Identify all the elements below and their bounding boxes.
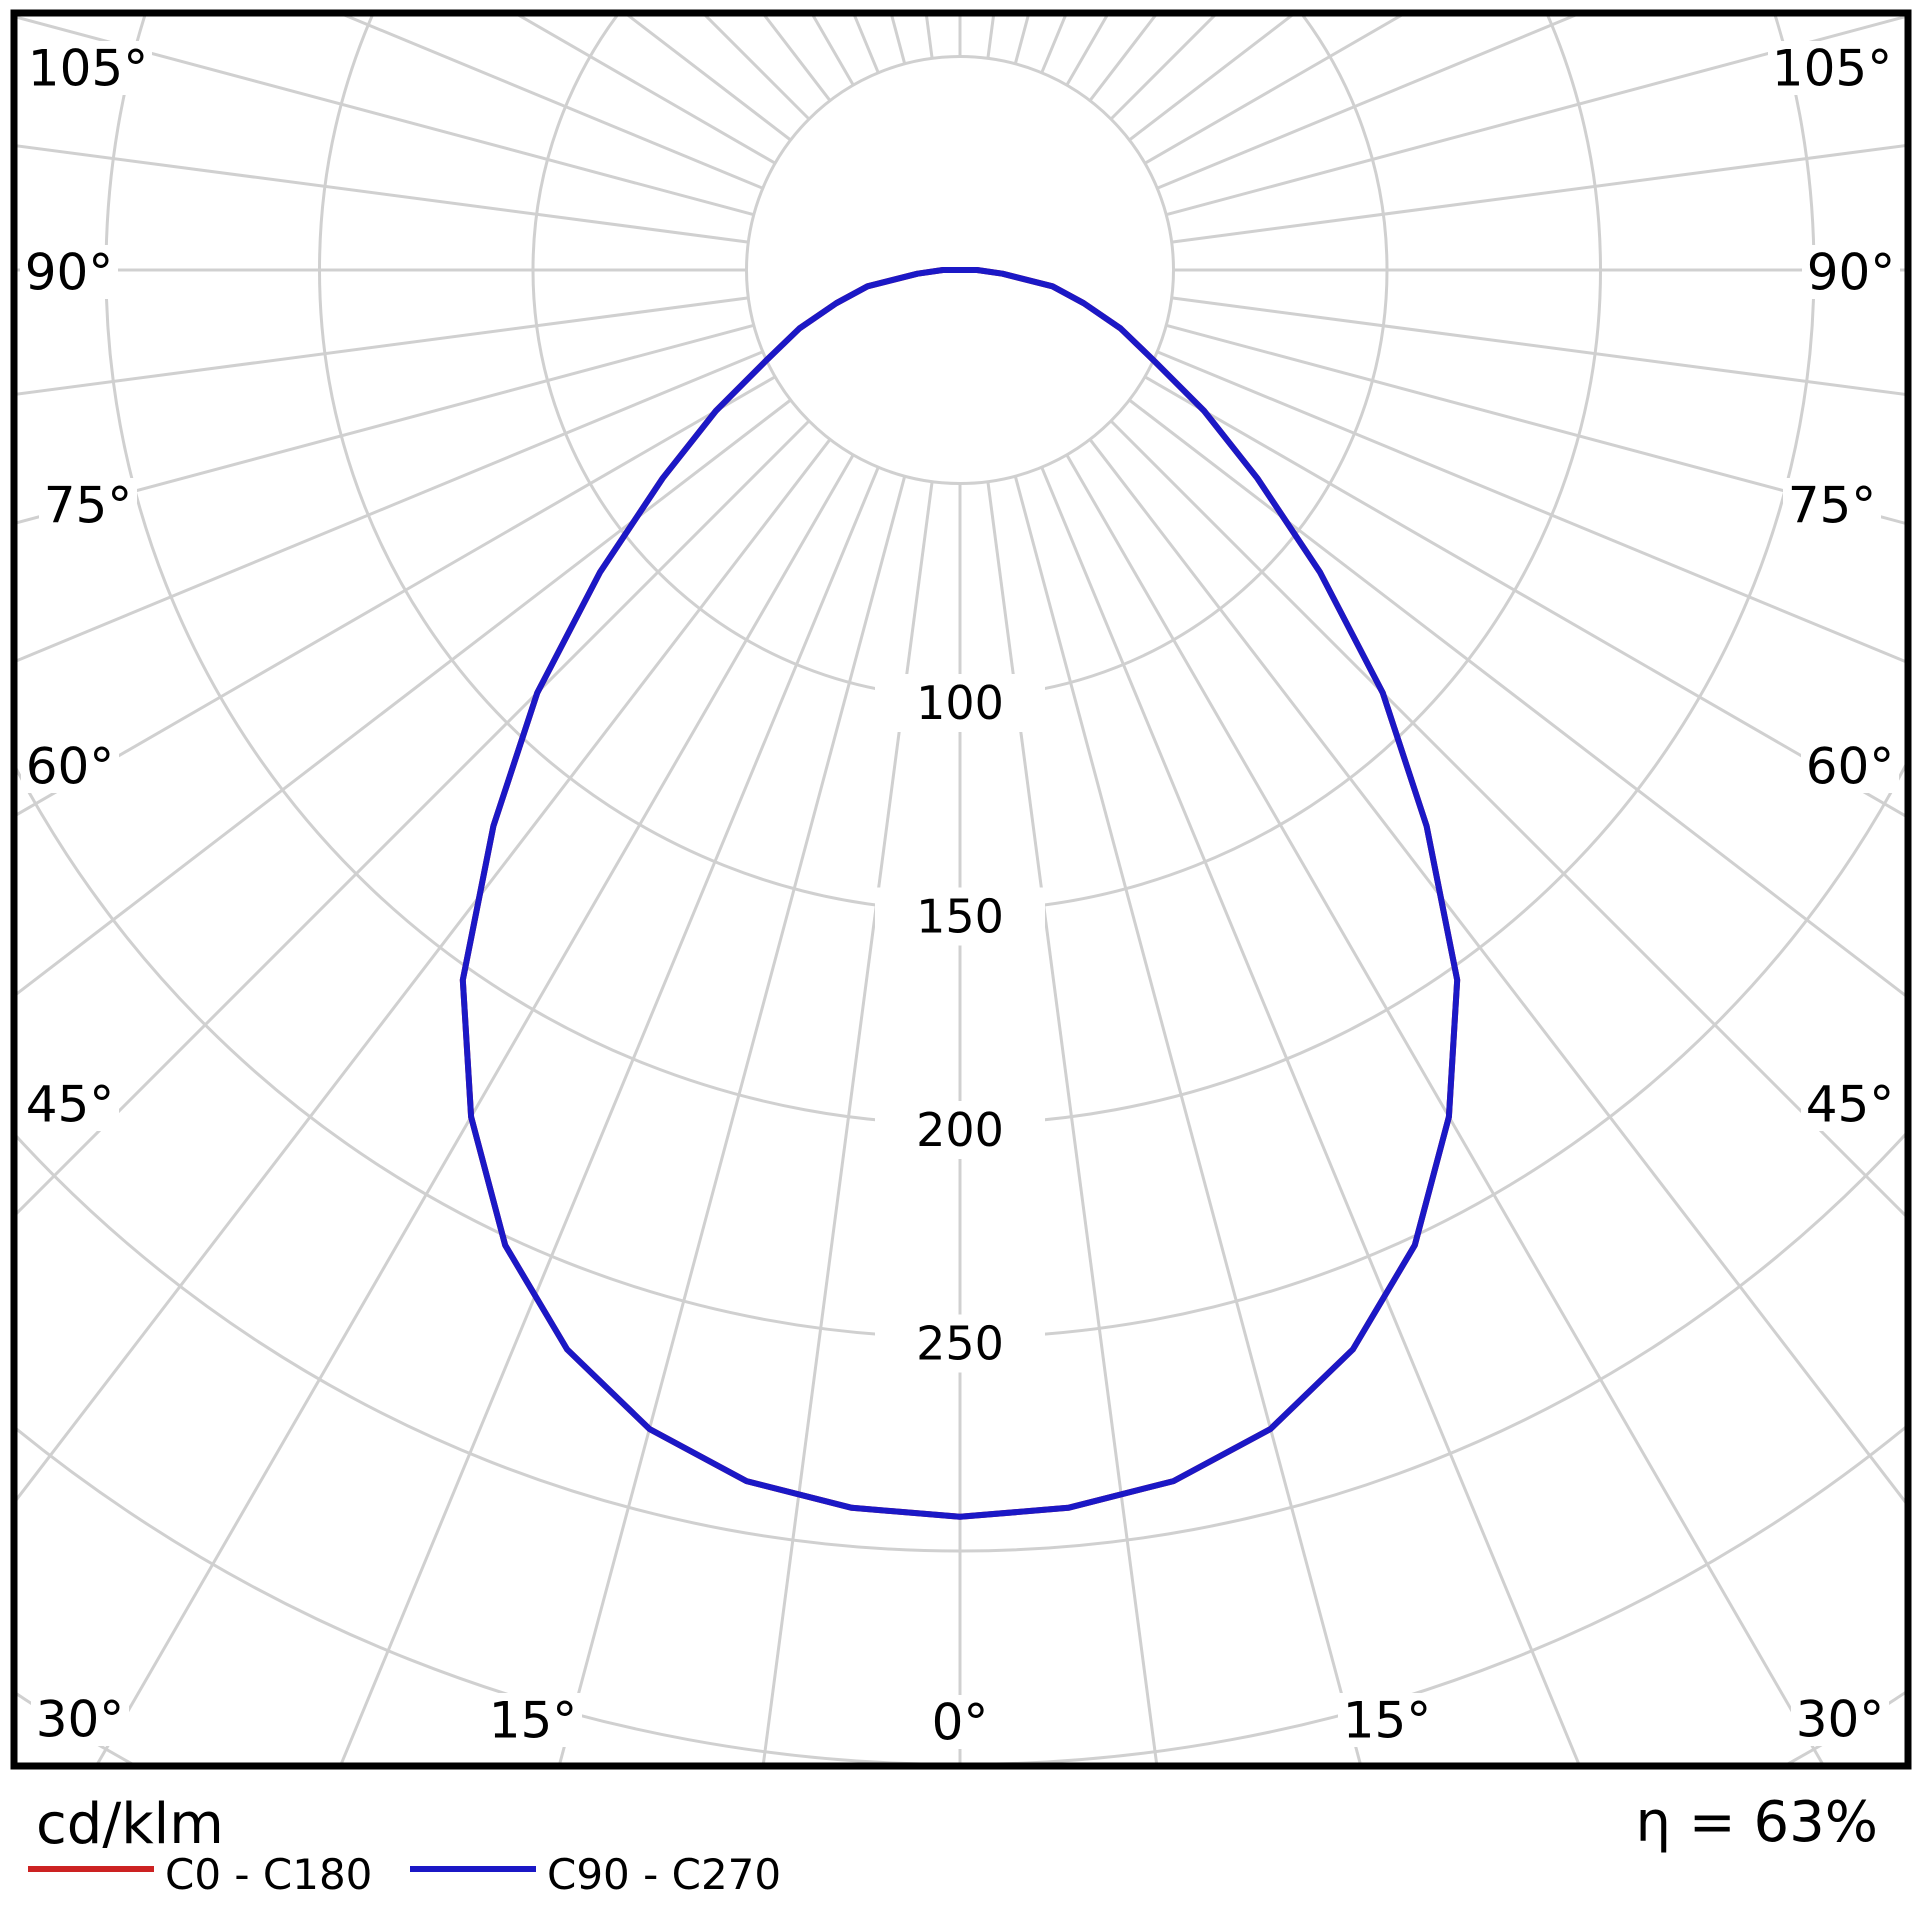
angle-label-left-bg bbox=[31, 1692, 129, 1746]
radial-label-bg bbox=[875, 674, 1045, 732]
grid-spoke bbox=[986, 481, 1159, 1763]
angle-label-right-bg bbox=[1801, 739, 1899, 793]
grid-spoke bbox=[17, 438, 832, 1502]
grid-spoke bbox=[342, 16, 764, 190]
unit-label: cd/klm bbox=[36, 1792, 224, 1857]
grid-spoke bbox=[1144, 16, 1404, 165]
angle-label-left: 15° bbox=[489, 1692, 578, 1750]
plot-border bbox=[10, 9, 1912, 1770]
grid-spoke bbox=[1165, 323, 1905, 525]
angle-label-left-bg bbox=[21, 739, 119, 793]
grid-spoke bbox=[1156, 350, 1905, 664]
c90-c270-curve bbox=[459, 267, 1461, 1520]
angle-label-left: 60° bbox=[26, 738, 115, 796]
angle-label-left-bg bbox=[21, 1077, 119, 1131]
angle-label-left-bg bbox=[20, 245, 118, 299]
angle-label-right-bg bbox=[1783, 478, 1881, 532]
legend-label-c0-c180: C0 - C180 bbox=[165, 1850, 373, 1899]
angle-label-left: 75° bbox=[44, 477, 133, 535]
angle-label-left-bg bbox=[24, 41, 152, 95]
angle-label-right: 30° bbox=[1796, 1691, 1885, 1749]
angle-label-left: 105° bbox=[28, 40, 148, 98]
angle-label-right: 15° bbox=[1343, 1692, 1432, 1750]
grid-spoke bbox=[17, 296, 749, 396]
grid-spoke bbox=[1165, 16, 1905, 217]
angle-label-right-bg bbox=[1338, 1693, 1436, 1747]
grid-spoke bbox=[1040, 466, 1581, 1763]
angle-label-left: 45° bbox=[26, 1076, 115, 1134]
grid-spoke bbox=[1088, 438, 1905, 1504]
angle-label-bottom: 0° bbox=[932, 1694, 989, 1752]
angle-label-right: 75° bbox=[1788, 477, 1877, 535]
angle-label-right-bg bbox=[1801, 1077, 1899, 1131]
grid-spoke bbox=[1065, 454, 1824, 1763]
grid-spoke bbox=[17, 323, 755, 525]
angle-label-left: 30° bbox=[36, 1691, 125, 1749]
grid-spoke bbox=[1156, 16, 1578, 190]
radial-label: 150 bbox=[916, 890, 1004, 944]
grid-spoke bbox=[1171, 296, 1905, 396]
grid-spoke bbox=[1109, 419, 1905, 1218]
angle-label-right-bg bbox=[1802, 245, 1900, 299]
efficiency-label: η = 63% bbox=[1635, 1790, 1878, 1855]
angle-label-bottom-bg bbox=[926, 1695, 994, 1749]
angle-label-left-bg bbox=[39, 478, 137, 532]
angle-label-left: 90° bbox=[25, 244, 114, 302]
angle-label-right: 105° bbox=[1772, 40, 1892, 98]
angle-label-right: 45° bbox=[1806, 1076, 1895, 1134]
radial-label-bg bbox=[875, 1101, 1045, 1159]
radial-label-bg bbox=[875, 1314, 1045, 1373]
grid-spoke bbox=[17, 398, 792, 996]
grid-spoke bbox=[558, 475, 907, 1763]
grid-spoke bbox=[17, 144, 749, 244]
grid-spoke bbox=[761, 481, 934, 1763]
legend-label-c90-c270: C90 - C270 bbox=[547, 1850, 782, 1899]
angle-label-right-bg bbox=[1791, 1692, 1889, 1746]
radial-label: 200 bbox=[916, 1103, 1004, 1157]
grid-spoke bbox=[1171, 144, 1905, 244]
grid-spoke bbox=[1013, 475, 1362, 1763]
radial-label-bg bbox=[875, 887, 1045, 946]
angle-label-right-bg bbox=[1768, 41, 1896, 95]
angle-label-right: 60° bbox=[1806, 738, 1895, 796]
legend-line-c90-c270 bbox=[410, 1866, 536, 1872]
axis-labels: 105° 90° 75° 60° 45° 30° 15° 15° 30° 45° 60° 75° 90°… bbox=[20, 40, 1900, 1752]
legend-line-c0-c180 bbox=[28, 1866, 154, 1872]
angle-label-left-bg bbox=[484, 1693, 582, 1747]
grid-spoke bbox=[17, 350, 764, 663]
radial-label: 250 bbox=[916, 1317, 1004, 1371]
grid-spoke bbox=[96, 454, 855, 1763]
grid-spoke bbox=[339, 466, 880, 1763]
radial-label: 100 bbox=[916, 676, 1004, 730]
grid-spoke bbox=[1128, 398, 1905, 998]
grid-spoke bbox=[17, 16, 755, 217]
angle-label-right: 90° bbox=[1807, 244, 1896, 302]
grid-spoke bbox=[17, 419, 811, 1216]
grid-spoke bbox=[517, 16, 776, 165]
